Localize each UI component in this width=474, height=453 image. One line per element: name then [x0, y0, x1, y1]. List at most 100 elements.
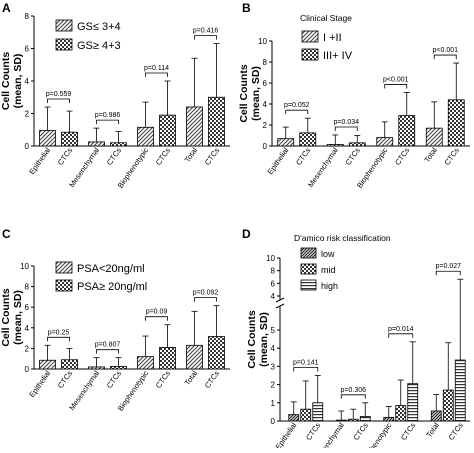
y-axis-label-line: Cell Counts [238, 64, 250, 122]
y-tick-label: 4 [263, 100, 268, 109]
x-tick-label: Total [424, 421, 441, 439]
y-axis: 0 2 4 6 8 10 [20, 262, 35, 374]
legend: D'amico risk classification low mid high [294, 233, 391, 291]
p-value: p=0.306 [341, 387, 367, 394]
legend-title: Clinical Stage [300, 13, 352, 23]
bar [425, 127, 443, 147]
bar [39, 130, 56, 147]
legend-label: GS≤ 3+4 [77, 21, 121, 33]
axis-break-mark [275, 297, 285, 303]
significance-bracket [285, 109, 309, 115]
legend-swatch [300, 247, 317, 259]
panel-letter: C [2, 227, 11, 241]
legend-swatch [55, 279, 73, 292]
significance-bracket [145, 72, 168, 77]
x-tick-label: Epithelial [274, 421, 299, 448]
y-tick-label: 2 [25, 110, 30, 119]
bar [398, 115, 416, 147]
bar-group: p=0.559 Epithelial CTCs [27, 91, 78, 176]
y-tick-label: 4 [271, 292, 276, 301]
y-tick-label: 2 [271, 381, 276, 390]
y-axis-label-line: Cell Counts [0, 288, 12, 346]
x-tick-label: CTCs [447, 421, 466, 442]
legend-label: high [321, 281, 338, 291]
y-tick-label: 6 [25, 45, 30, 54]
legend: GS≤ 3+4 GS≥ 4+3 [55, 19, 121, 52]
y-tick-label: 1 [271, 399, 276, 408]
x-tick-label: CTCs [352, 421, 371, 442]
significance-bracket [194, 35, 217, 40]
x-tick-label: CTCs [304, 421, 323, 442]
significance-bracket [388, 333, 414, 338]
significance-bracket [384, 84, 408, 89]
bar-group: p=0.052 Epithelial CTCs [266, 102, 317, 176]
y-tick-label: 5 [271, 326, 276, 335]
x-tick-label: CTCs [294, 146, 313, 167]
bar [88, 141, 105, 147]
bar [447, 99, 465, 147]
x-tick-label: CTCs [399, 421, 418, 442]
p-value: p=0.052 [284, 102, 310, 109]
panel-b: B 0 2 4 6 8 10 Cell Counts(mean, SD) p=0.052 Epit… [238, 1, 470, 190]
y-axis-label: Cell Counts(mean, SD) [246, 310, 270, 368]
bar [300, 408, 312, 422]
y-axis-label-line: (mean, SD) [12, 290, 24, 345]
y-tick-label: 6 [25, 303, 30, 312]
p-value: p=0.114 [144, 65, 169, 72]
bar [277, 138, 295, 147]
y-tick-label: 3 [271, 362, 276, 371]
bar [61, 359, 78, 370]
legend: Clinical Stage I +II III+ IV [300, 13, 353, 62]
y-tick-label: 0 [263, 142, 268, 151]
bar [359, 416, 371, 422]
legend-label: III+ IV [323, 50, 353, 62]
significance-bracket [435, 270, 461, 276]
y-axis-label-line: Cell Counts [246, 310, 258, 368]
panel-letter: B [242, 1, 251, 15]
x-tick-label: CTCs [56, 369, 75, 390]
p-value: p=0.034 [334, 119, 360, 126]
x-tick-label: Total [183, 146, 200, 164]
bar-group: p<0.001 Total CTCs [422, 47, 465, 167]
bar [110, 142, 127, 147]
bar [186, 106, 203, 147]
y-axis-label: Cell Counts(mean, SD) [0, 52, 24, 110]
y-tick-label: 4 [25, 324, 30, 333]
significance-bracket [293, 367, 319, 372]
bar [407, 383, 419, 422]
bar [186, 344, 203, 370]
x-tick-label: CTCs [393, 146, 412, 167]
legend-swatch [300, 263, 317, 275]
x-tick-label: CTCs [105, 146, 124, 167]
bar [208, 336, 225, 370]
x-tick-label: CTCs [443, 146, 462, 167]
y-axis: 0 1 2 3 4 5 4 6 8 10 [266, 254, 285, 426]
x-tick-label: CTCs [154, 146, 173, 167]
y-tick-label: 4 [25, 77, 30, 86]
y-tick-label: 6 [271, 279, 276, 288]
x-tick-label: Epithelial [266, 146, 291, 176]
y-tick-label: 6 [263, 79, 268, 88]
x-tick-label: CTCs [203, 369, 222, 390]
x-tick-label: CTCs [154, 369, 173, 390]
bar [159, 346, 176, 370]
legend-label: low [321, 249, 335, 259]
x-tick-label: CTCs [203, 146, 222, 167]
legend-label: I +II [323, 32, 342, 44]
x-tick-label: Epithelial [27, 146, 52, 176]
bar-group: p=0.141 Epithelial CTCs [274, 360, 324, 451]
bar [442, 389, 454, 422]
y-axis-label-line: Cell Counts [0, 52, 12, 110]
bar [88, 366, 105, 370]
y-axis-label-line: (mean, SD) [12, 54, 24, 109]
y-axis-label: Cell Counts(mean, SD) [238, 64, 262, 122]
bar-group: p=0.092 Total CTCs [183, 290, 225, 390]
panel-a: A 0 2 4 6 8 Cell Counts(mean, SD) p=0.559 Epithe… [0, 1, 230, 190]
bar [326, 144, 344, 147]
y-axis: 0 2 4 6 8 [25, 12, 35, 151]
